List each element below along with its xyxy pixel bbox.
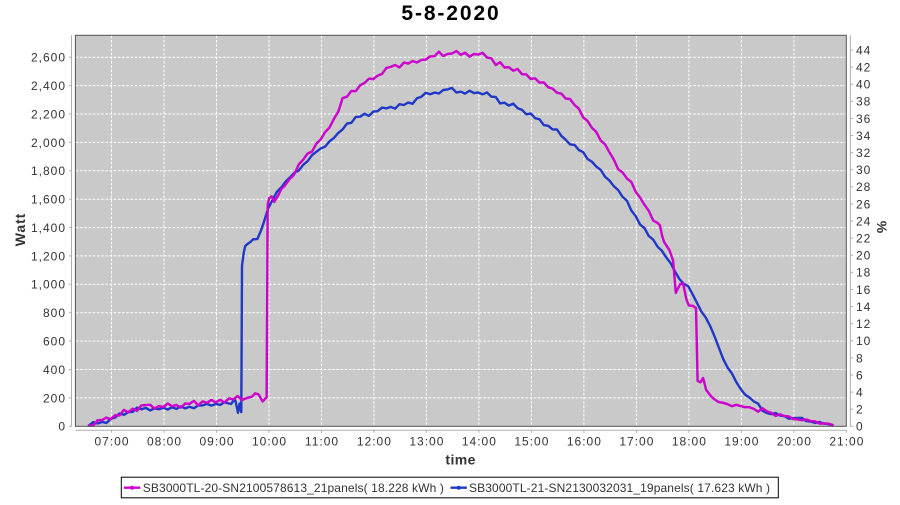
svg-text:19:00: 19:00 <box>724 435 759 449</box>
svg-text:200: 200 <box>43 391 66 405</box>
svg-text:18: 18 <box>856 266 871 280</box>
svg-text:1,000: 1,000 <box>31 278 66 292</box>
svg-text:%: % <box>874 221 890 234</box>
svg-text:2,200: 2,200 <box>31 107 66 121</box>
svg-text:8: 8 <box>856 351 864 365</box>
svg-text:22: 22 <box>856 232 871 246</box>
svg-text:28: 28 <box>856 180 871 194</box>
svg-text:21:00: 21:00 <box>829 435 864 449</box>
svg-text:4: 4 <box>856 386 864 400</box>
svg-text:0: 0 <box>58 420 66 434</box>
svg-text:400: 400 <box>43 363 66 377</box>
svg-text:12: 12 <box>856 317 871 331</box>
svg-text:38: 38 <box>856 95 871 109</box>
svg-text:SB3000TL-20-SN2100578613_21pan: SB3000TL-20-SN2100578613_21panels( 18.22… <box>143 481 444 495</box>
svg-text:08:00: 08:00 <box>147 435 182 449</box>
svg-text:30: 30 <box>856 163 871 177</box>
svg-text:1,600: 1,600 <box>31 193 66 207</box>
svg-text:17:00: 17:00 <box>619 435 654 449</box>
svg-text:16:00: 16:00 <box>567 435 602 449</box>
svg-text:44: 44 <box>856 43 871 57</box>
svg-text:SB3000TL-21-SN2130032031_19pan: SB3000TL-21-SN2130032031_19panels( 17.62… <box>469 481 770 495</box>
svg-text:15:00: 15:00 <box>514 435 549 449</box>
svg-text:34: 34 <box>856 129 871 143</box>
svg-text:40: 40 <box>856 78 871 92</box>
svg-text:2: 2 <box>856 403 864 417</box>
svg-text:2,400: 2,400 <box>31 79 66 93</box>
svg-text:1,400: 1,400 <box>31 221 66 235</box>
svg-text:5-8-2020: 5-8-2020 <box>401 2 500 25</box>
svg-text:2,600: 2,600 <box>31 51 66 65</box>
svg-text:32: 32 <box>856 146 871 160</box>
svg-text:26: 26 <box>856 197 871 211</box>
svg-text:0: 0 <box>856 420 864 434</box>
svg-text:12:00: 12:00 <box>357 435 392 449</box>
svg-text:20: 20 <box>856 249 871 263</box>
svg-text:09:00: 09:00 <box>199 435 234 449</box>
svg-text:13:00: 13:00 <box>409 435 444 449</box>
svg-text:14: 14 <box>856 300 871 314</box>
svg-text:36: 36 <box>856 112 871 126</box>
svg-text:2,000: 2,000 <box>31 136 66 150</box>
svg-text:14:00: 14:00 <box>462 435 497 449</box>
svg-text:10: 10 <box>856 334 871 348</box>
svg-text:07:00: 07:00 <box>94 435 129 449</box>
svg-text:600: 600 <box>43 335 66 349</box>
svg-text:16: 16 <box>856 283 871 297</box>
svg-text:800: 800 <box>43 306 66 320</box>
svg-text:42: 42 <box>856 61 871 75</box>
svg-text:time: time <box>445 451 475 467</box>
svg-text:1,200: 1,200 <box>31 249 66 263</box>
svg-text:Watt: Watt <box>12 213 28 246</box>
svg-text:6: 6 <box>856 368 864 382</box>
svg-text:11:00: 11:00 <box>305 435 339 449</box>
svg-text:24: 24 <box>856 214 871 228</box>
svg-text:1,800: 1,800 <box>31 164 66 178</box>
svg-text:10:00: 10:00 <box>252 435 287 449</box>
svg-text:18:00: 18:00 <box>672 435 707 449</box>
svg-text:20:00: 20:00 <box>777 435 812 449</box>
